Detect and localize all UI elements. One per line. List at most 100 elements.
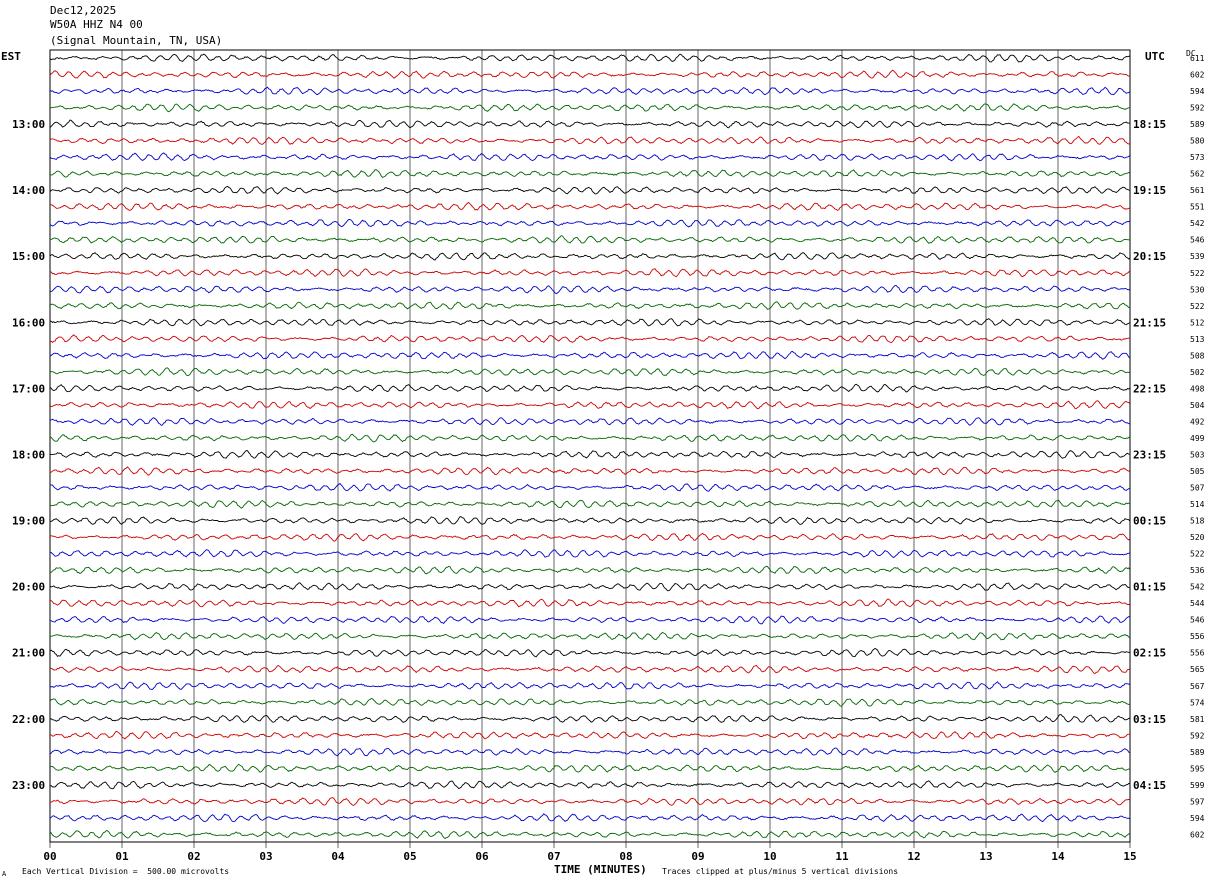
axis-labels: 00 01 02 03 04 05 06 07 08 09 10 11 12 13 14 15 611 602 59… bbox=[12, 54, 1205, 863]
x-tick-label: 01 bbox=[115, 850, 129, 863]
seismic-trace bbox=[49, 813, 1131, 823]
clip-note: Traces clipped at plus/minus 5 vertical … bbox=[662, 867, 899, 876]
dc-offset-label: 556 bbox=[1190, 632, 1205, 641]
right-hour-label: 00:15 bbox=[1133, 515, 1166, 528]
right-hour-label: 01:15 bbox=[1133, 581, 1166, 594]
x-tick-label: 07 bbox=[547, 850, 560, 863]
dc-offset-label: 602 bbox=[1190, 71, 1205, 80]
seismic-trace bbox=[49, 218, 1131, 228]
dc-offset-label: 592 bbox=[1190, 731, 1205, 740]
dc-offset-label: 546 bbox=[1190, 236, 1205, 245]
x-tick-label: 12 bbox=[907, 850, 920, 863]
left-hour-label: 19:00 bbox=[12, 515, 45, 528]
seismic-trace bbox=[49, 697, 1131, 707]
seismic-trace bbox=[49, 615, 1131, 625]
seismic-trace bbox=[49, 53, 1131, 63]
dc-offset-label: 514 bbox=[1190, 500, 1205, 509]
dc-offset-label: 594 bbox=[1190, 814, 1205, 823]
right-hour-label: 18:15 bbox=[1133, 118, 1166, 131]
dc-offset-label: 502 bbox=[1190, 368, 1205, 377]
dc-offset-label: 505 bbox=[1190, 467, 1205, 476]
seismic-trace bbox=[49, 301, 1131, 310]
seismic-trace bbox=[49, 202, 1131, 211]
seismic-trace bbox=[49, 516, 1131, 525]
plot-frame bbox=[49, 49, 1131, 843]
seismic-trace bbox=[49, 549, 1131, 559]
dc-offset-label: 551 bbox=[1190, 203, 1205, 212]
dc-offset-label: 507 bbox=[1190, 484, 1205, 493]
dc-offset-label: 595 bbox=[1190, 764, 1205, 773]
dc-offset-label: 573 bbox=[1190, 153, 1205, 162]
left-hour-label: 17:00 bbox=[12, 382, 45, 395]
dc-offset-label: 589 bbox=[1190, 120, 1205, 129]
seismic-trace bbox=[49, 797, 1131, 806]
seismic-trace bbox=[49, 830, 1131, 840]
x-tick-label: 11 bbox=[835, 850, 849, 863]
x-tick-label: 02 bbox=[187, 850, 200, 863]
dc-offset-label: 602 bbox=[1190, 830, 1205, 839]
seismic-trace bbox=[49, 252, 1131, 261]
seismic-trace bbox=[49, 565, 1131, 575]
right-hour-label: 21:15 bbox=[1133, 316, 1166, 329]
dc-offset-label: 580 bbox=[1190, 137, 1205, 146]
dc-offset-label: 508 bbox=[1190, 351, 1205, 360]
seismic-trace bbox=[49, 763, 1131, 773]
seismic-trace bbox=[49, 433, 1131, 443]
seismic-trace bbox=[49, 350, 1131, 360]
seismic-trace bbox=[49, 152, 1131, 162]
x-tick-label: 10 bbox=[763, 850, 776, 863]
dc-offset-label: 565 bbox=[1190, 665, 1205, 674]
dc-offset-label: 592 bbox=[1190, 104, 1205, 113]
right-hour-label: 23:15 bbox=[1133, 448, 1166, 461]
dc-offset-label: 522 bbox=[1190, 269, 1205, 278]
right-hour-label: 19:15 bbox=[1133, 184, 1166, 197]
seismic-trace bbox=[49, 69, 1131, 79]
seismic-trace bbox=[49, 285, 1131, 295]
seismic-trace bbox=[49, 268, 1131, 278]
seismic-trace bbox=[49, 499, 1131, 509]
left-hour-label: 13:00 bbox=[12, 118, 45, 131]
seismic-trace bbox=[49, 466, 1131, 476]
dc-offset-label: 542 bbox=[1190, 219, 1205, 228]
scale-mark: A bbox=[2, 870, 7, 878]
seismic-trace bbox=[49, 135, 1131, 145]
dc-offset-label: 520 bbox=[1190, 533, 1205, 542]
dc-offset-label: 498 bbox=[1190, 384, 1205, 393]
location-label: (Signal Mountain, TN, USA) bbox=[50, 34, 223, 47]
seismic-trace bbox=[49, 730, 1131, 740]
dc-offset-label: 581 bbox=[1190, 715, 1205, 724]
dc-offset-label: 539 bbox=[1190, 252, 1205, 261]
seismic-trace bbox=[49, 747, 1131, 757]
left-hour-label: 22:00 bbox=[12, 713, 45, 726]
seismic-trace bbox=[49, 664, 1131, 675]
left-hour-label: 18:00 bbox=[12, 448, 45, 461]
dc-label: DC bbox=[1186, 49, 1196, 58]
seismic-trace bbox=[49, 119, 1131, 129]
dc-offset-label: 513 bbox=[1190, 335, 1205, 344]
dc-offset-label: 597 bbox=[1190, 797, 1205, 806]
x-tick-label: 00 bbox=[43, 850, 56, 863]
dc-offset-label: 503 bbox=[1190, 450, 1205, 459]
seismic-trace bbox=[49, 235, 1131, 244]
left-hour-label: 23:00 bbox=[12, 779, 45, 792]
dc-offset-label: 522 bbox=[1190, 302, 1205, 311]
x-tick-label: 14 bbox=[1051, 850, 1065, 863]
seismic-trace bbox=[49, 417, 1131, 426]
dc-offset-label: 562 bbox=[1190, 170, 1205, 179]
seismic-trace bbox=[49, 482, 1131, 492]
left-hour-label: 14:00 bbox=[12, 184, 45, 197]
dc-offset-label: 546 bbox=[1190, 616, 1205, 625]
seismic-trace bbox=[49, 367, 1131, 377]
dc-offset-label: 512 bbox=[1190, 318, 1205, 327]
x-tick-label: 08 bbox=[619, 850, 632, 863]
seismic-trace bbox=[49, 780, 1131, 790]
x-tick-label: 06 bbox=[475, 850, 489, 863]
seismic-trace bbox=[49, 598, 1131, 608]
right-hour-label: 22:15 bbox=[1133, 382, 1166, 395]
dc-offset-label: 522 bbox=[1190, 550, 1205, 559]
dc-offset-label: 594 bbox=[1190, 87, 1205, 96]
dc-offset-label: 492 bbox=[1190, 417, 1205, 426]
seismic-trace bbox=[49, 631, 1131, 641]
seismic-trace bbox=[50, 318, 1131, 327]
dc-offset-label: 589 bbox=[1190, 748, 1205, 757]
